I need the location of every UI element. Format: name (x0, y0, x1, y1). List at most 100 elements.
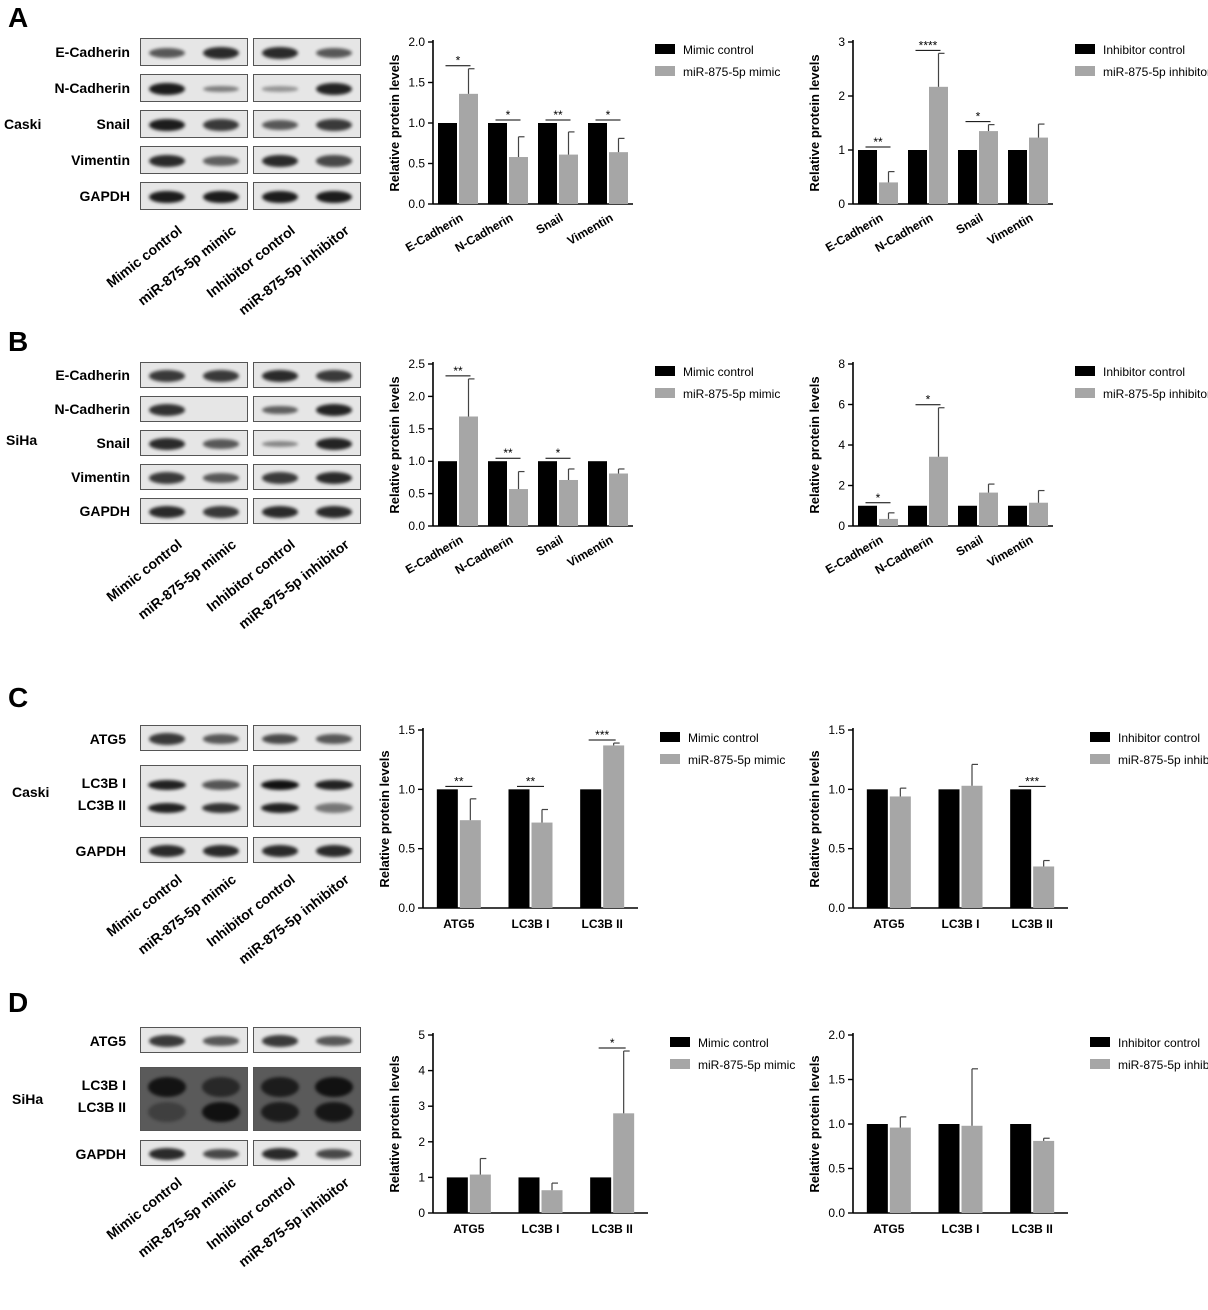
row-label: N-Cadherin (54, 80, 130, 96)
blot-strip-band (203, 439, 239, 449)
y-tick-label: 2.0 (828, 1028, 845, 1042)
significance-label: ** (873, 135, 883, 149)
blot-strip-band (316, 370, 352, 382)
bar-control (588, 123, 607, 204)
y-tick-label: 2.5 (408, 357, 425, 371)
x-tick-label: LC3B I (941, 917, 979, 931)
cell-line-label: SiHa (6, 432, 38, 448)
blot-strip-band (262, 845, 298, 857)
legend-swatch (1090, 1037, 1110, 1047)
bar-chart-inhibitor: Relative protein levels02468*E-Cadherin*… (807, 357, 1208, 577)
blot-box (140, 765, 248, 827)
bar-chart-inhibitor: Relative protein levels0123**E-Cadherin*… (807, 35, 1208, 255)
row-label: GAPDH (79, 188, 130, 204)
x-tick-label: LC3B II (1011, 1222, 1052, 1236)
row-label: LC3B II (77, 1099, 126, 1115)
bar-control (858, 505, 877, 526)
legend-swatch (655, 44, 675, 54)
y-tick-label: 1 (418, 1170, 425, 1184)
row-label: Snail (96, 435, 130, 451)
blot-strip-band (261, 803, 299, 814)
y-tick-label: 0.5 (828, 1162, 845, 1176)
blot-strip-band (316, 47, 352, 59)
significance-label: **** (919, 38, 938, 52)
blot-strip-band (315, 779, 353, 790)
bar-control (580, 789, 602, 908)
blot-box (253, 837, 361, 863)
bar-control (908, 505, 927, 526)
bar-control (518, 1177, 540, 1213)
legend-label: Mimic control (683, 365, 754, 379)
legend-label: miR-875-5p inhibitor (1103, 387, 1208, 401)
blot-strip-band (203, 734, 239, 744)
y-tick-label: 1 (838, 143, 845, 157)
blot-strip-band (148, 803, 186, 814)
legend-label: Mimic control (683, 43, 754, 57)
x-tick-label: LC3B I (511, 917, 549, 931)
y-axis-label: Relative protein levels (387, 376, 402, 513)
legend-swatch (1090, 754, 1110, 764)
blot-strip-band (261, 1101, 299, 1122)
legend-swatch (655, 366, 675, 376)
bar-treatment (1033, 1140, 1055, 1213)
y-tick-label: 0.0 (408, 519, 425, 533)
cell-line-label: SiHa (12, 1091, 44, 1107)
blot-strip-band (316, 734, 352, 744)
bar-treatment (541, 1190, 563, 1213)
bar-treatment (879, 518, 898, 526)
blot-strip-band (316, 190, 352, 204)
bar-treatment (961, 785, 983, 908)
bar-control (538, 461, 557, 526)
significance-label: * (976, 110, 981, 124)
legend-swatch (1090, 1059, 1110, 1069)
blot-box (140, 725, 248, 751)
blot-strip-band (149, 733, 185, 745)
row-label: N-Cadherin (54, 401, 130, 417)
bar-control (908, 150, 927, 204)
y-axis-label: Relative protein levels (807, 376, 822, 513)
y-tick-label: 2 (838, 479, 845, 493)
legend-swatch (655, 388, 675, 398)
blot-strip-band (149, 190, 185, 204)
blot-strip-band (148, 1077, 186, 1098)
bar-control (538, 123, 557, 204)
y-tick-label: 1.0 (828, 1117, 845, 1131)
blot-strip-band (203, 1036, 239, 1046)
y-tick-label: 1.5 (408, 422, 425, 436)
significance-label: * (506, 108, 511, 122)
y-tick-label: 1.5 (828, 1073, 845, 1087)
y-tick-label: 8 (838, 357, 845, 371)
blot-strip-band (203, 156, 239, 166)
blot-strip-band (262, 86, 298, 92)
blot-box (253, 396, 361, 422)
row-label: GAPDH (75, 1146, 126, 1162)
blot-strip-band (262, 190, 298, 204)
x-tick-label: Vimentin (565, 532, 616, 569)
blot-strip-band (203, 370, 239, 382)
blot-strip-band (203, 473, 239, 483)
blot-box (253, 1140, 361, 1166)
blot-strip-band (149, 472, 185, 484)
blot-strip-band (203, 46, 239, 60)
cell-line-label: Caski (12, 784, 50, 800)
blot-box (140, 1027, 248, 1053)
legend-label: miR-875-5p mimic (683, 65, 780, 79)
legend-swatch (660, 732, 680, 742)
bar-treatment (459, 820, 481, 908)
x-tick-label: LC3B II (1011, 917, 1052, 931)
y-tick-label: 5 (418, 1028, 425, 1042)
legend-label: Inhibitor control (1103, 365, 1185, 379)
x-tick-label: Vimentin (985, 210, 1036, 247)
blot-box (140, 38, 248, 66)
blot-strip-band (149, 118, 185, 132)
bar-treatment (509, 489, 528, 526)
bar-treatment (613, 1113, 635, 1213)
bar-treatment (961, 1125, 983, 1213)
blot-box (253, 362, 361, 388)
legend-label: Inhibitor control (1103, 43, 1185, 57)
significance-label: ** (454, 774, 464, 788)
bar-treatment (1029, 137, 1048, 204)
blot-strip-band (316, 438, 352, 450)
y-tick-label: 4 (418, 1064, 425, 1078)
significance-label: * (556, 446, 561, 460)
